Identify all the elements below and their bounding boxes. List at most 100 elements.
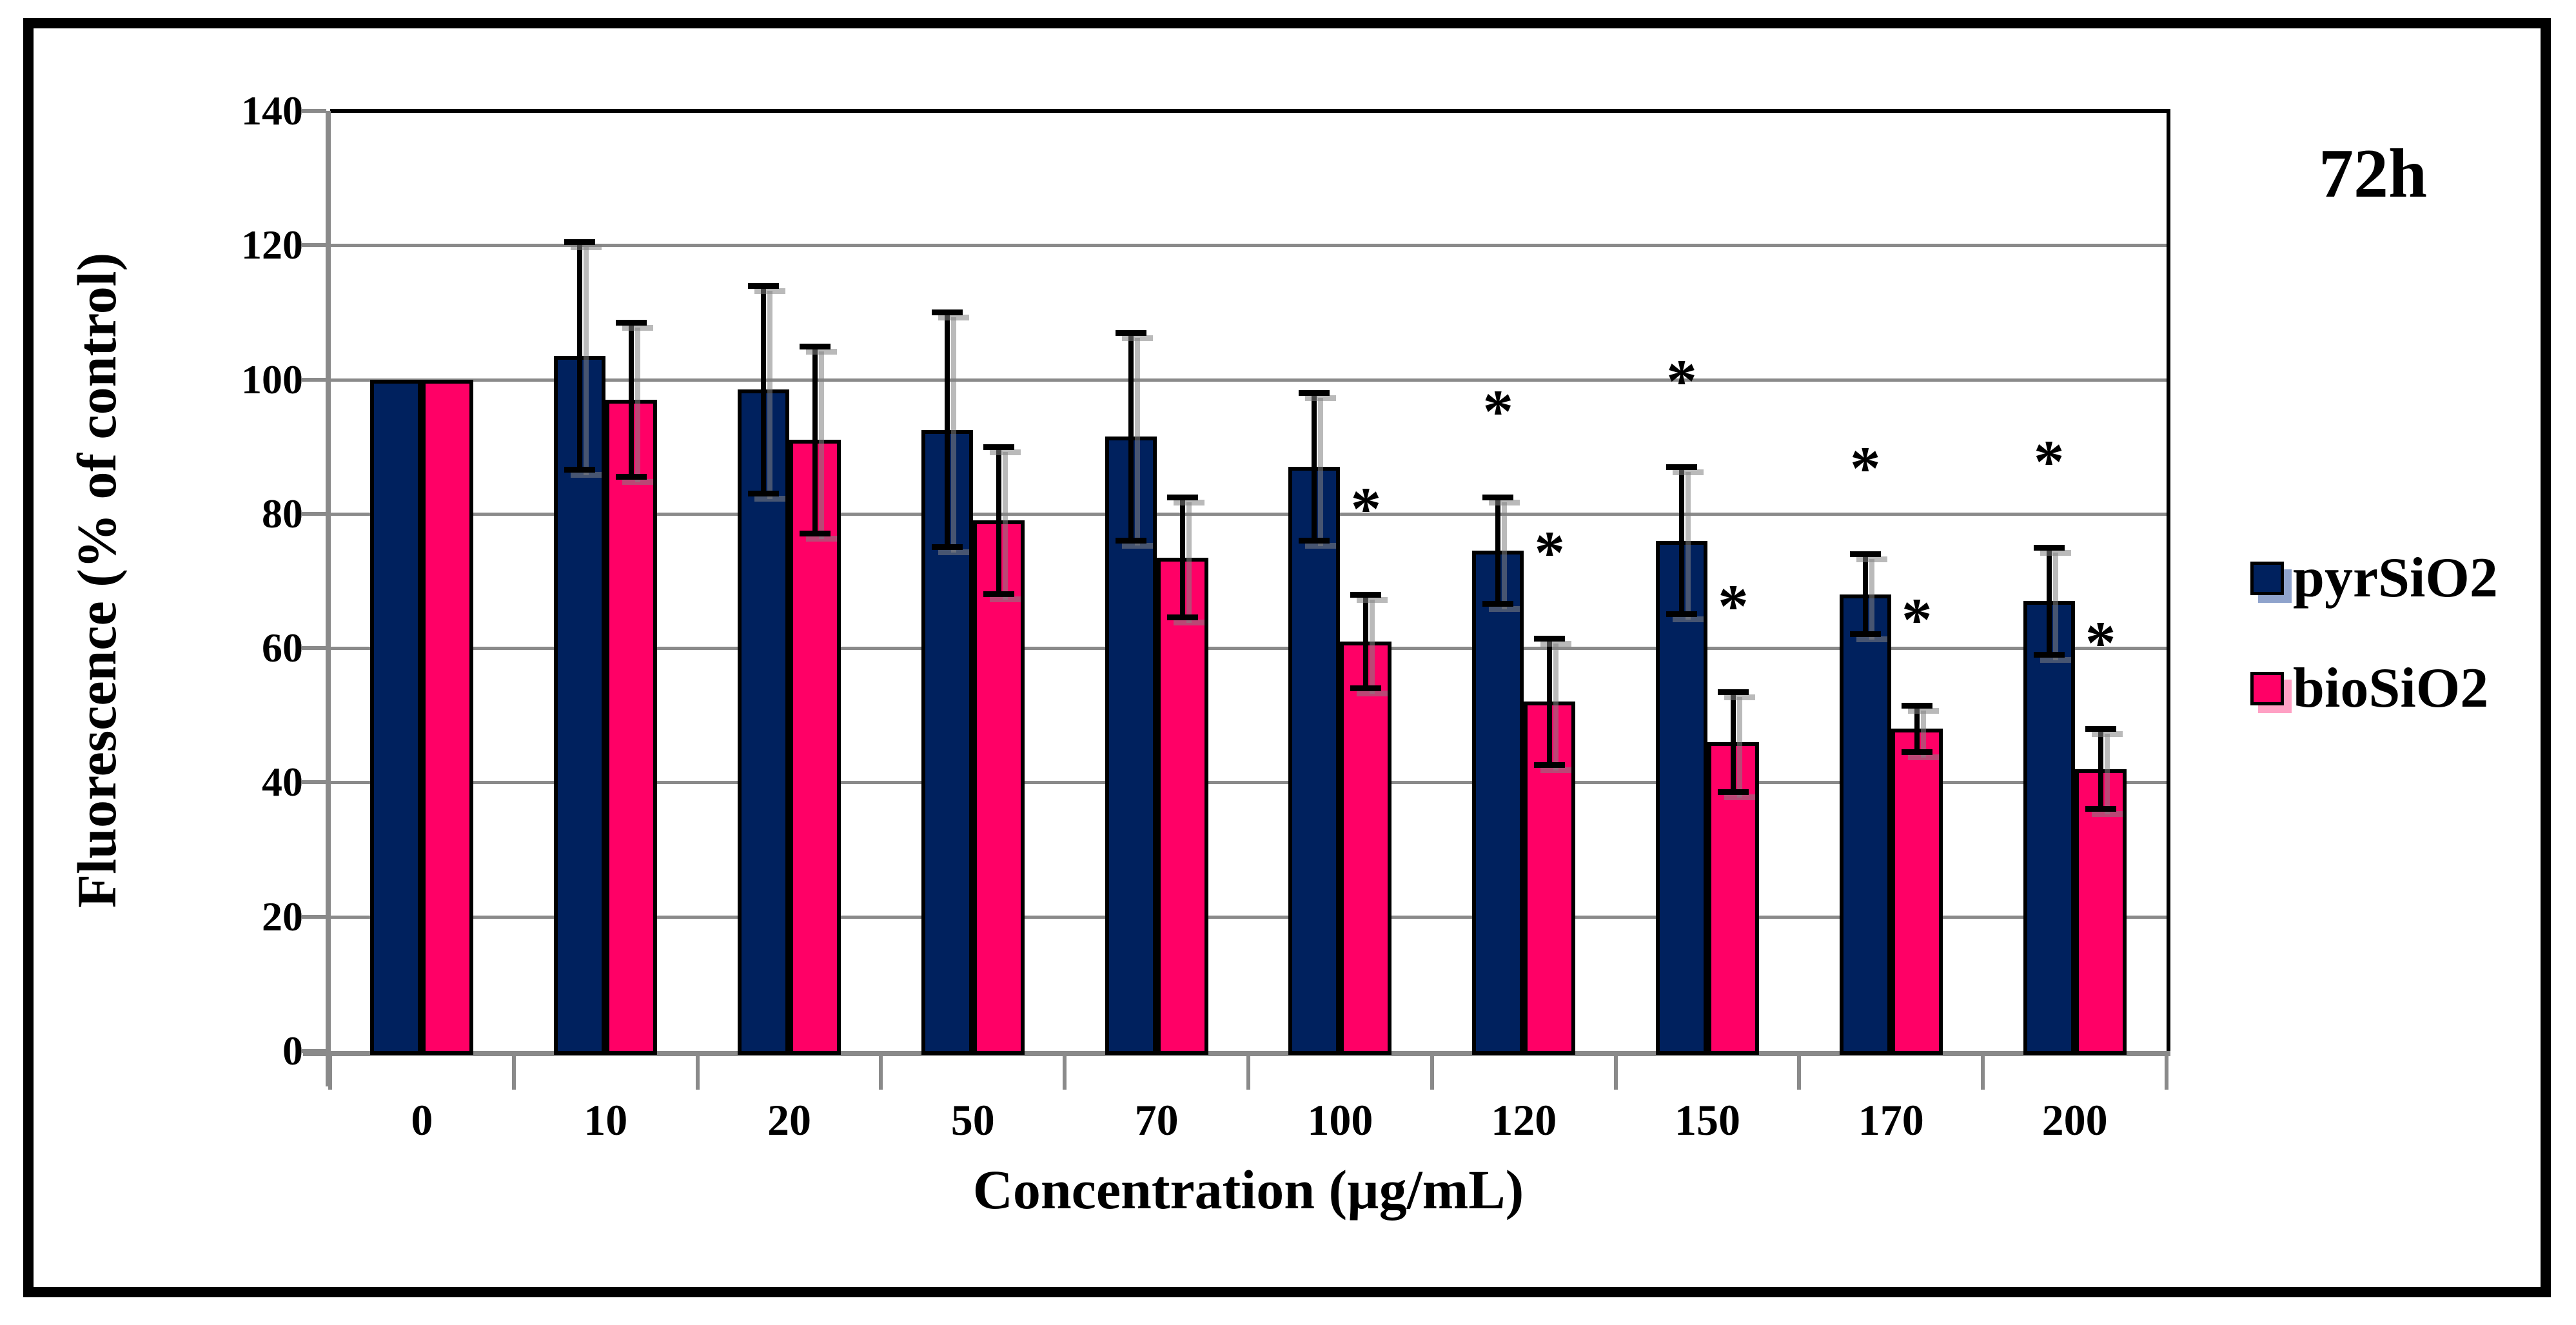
y-tick-label: 140 xyxy=(241,88,303,133)
error-bar-cap xyxy=(1115,537,1146,544)
significance-asterisk: * xyxy=(2085,609,2116,678)
error-bar-cap xyxy=(1901,749,1932,755)
x-tick xyxy=(2165,1056,2168,1090)
error-bar xyxy=(1679,466,1684,615)
y-tick-label: 20 xyxy=(262,893,303,939)
x-tick xyxy=(328,1056,332,1090)
legend-swatch-pyrSiO2 xyxy=(2250,562,2284,595)
error-bar xyxy=(1363,594,1369,689)
error-bar-cap xyxy=(1299,390,1330,397)
y-tick xyxy=(302,780,326,785)
error-bar-cap xyxy=(616,473,647,480)
legend-swatch-bioSiO2 xyxy=(2250,672,2284,705)
x-tick xyxy=(695,1056,700,1090)
error-bar-cap xyxy=(1901,702,1932,709)
significance-asterisk: * xyxy=(1850,434,1881,503)
error-bar xyxy=(761,285,766,494)
error-bar xyxy=(996,446,1001,594)
bar-pyrSiO2 xyxy=(2023,601,2075,1055)
x-tick xyxy=(1430,1056,1434,1090)
significance-asterisk: * xyxy=(1350,474,1382,543)
legend-item: bioSiO2 xyxy=(2250,655,2488,722)
error-bar-cap xyxy=(2033,651,2065,658)
error-bar xyxy=(1495,496,1501,605)
error-bar xyxy=(2098,729,2103,810)
error-bar-cap xyxy=(1115,329,1146,336)
error-bar xyxy=(629,322,634,477)
significance-asterisk: * xyxy=(1482,377,1513,446)
x-tick xyxy=(1246,1056,1250,1090)
bar-pyrSiO2 xyxy=(738,389,789,1055)
error-bar xyxy=(1731,691,1736,793)
error-bar-cap xyxy=(564,239,596,246)
error-bar-cap xyxy=(1666,464,1697,470)
gridline xyxy=(331,647,2167,651)
y-tick-label: 60 xyxy=(262,625,303,671)
error-bar-cap xyxy=(1166,494,1198,500)
error-bar-cap xyxy=(1718,689,1749,695)
error-bar-cap xyxy=(2085,726,2116,732)
error-bar-cap xyxy=(800,531,831,537)
y-tick-label: 100 xyxy=(241,356,303,402)
bar-pyrSiO2 xyxy=(1288,466,1341,1055)
x-tick xyxy=(1981,1056,1985,1090)
bar-pyrSiO2 xyxy=(1839,594,1891,1055)
error-bar xyxy=(812,346,818,535)
x-tick xyxy=(511,1056,516,1090)
error-bar-cap xyxy=(564,467,596,473)
error-bar-cap xyxy=(800,343,831,349)
error-bar-cap xyxy=(1718,789,1749,796)
y-tick-label: 80 xyxy=(262,490,303,536)
error-bar-cap xyxy=(1350,591,1382,598)
significance-asterisk: * xyxy=(2033,427,2065,496)
x-tick-label: 50 xyxy=(950,1095,995,1144)
x-tick xyxy=(1063,1056,1067,1090)
error-bar-cap xyxy=(1849,551,1881,558)
legend-item: pyrSiO2 xyxy=(2250,545,2498,612)
x-tick-label: 70 xyxy=(1134,1095,1179,1144)
bar-bioSiO2 xyxy=(1891,729,1943,1055)
error-bar xyxy=(1312,393,1317,541)
plot-top-border xyxy=(330,109,2170,113)
y-tick xyxy=(302,377,326,382)
x-tick-label: 20 xyxy=(767,1095,811,1144)
x-tick-label: 120 xyxy=(1491,1095,1557,1144)
significance-asterisk: * xyxy=(1902,585,1932,654)
bar-bioSiO2 xyxy=(605,399,658,1055)
y-tick xyxy=(302,243,326,248)
gridline xyxy=(331,244,2167,248)
error-bar xyxy=(1128,332,1134,541)
y-tick xyxy=(302,646,326,651)
error-bar-cap xyxy=(1666,611,1697,618)
legend-label: pyrSiO2 xyxy=(2293,547,2498,609)
error-bar xyxy=(1914,705,1920,752)
x-axis-line xyxy=(303,1051,2170,1056)
gridline xyxy=(331,915,2167,919)
x-tick-label: 200 xyxy=(2041,1095,2108,1144)
bar-pyrSiO2 xyxy=(554,356,606,1055)
bar-bioSiO2 xyxy=(1156,557,1208,1055)
error-bar-cap xyxy=(1534,635,1566,642)
gridline xyxy=(331,781,2167,785)
y-tick-label: 0 xyxy=(282,1028,303,1074)
bar-pyrSiO2 xyxy=(370,379,422,1055)
x-axis-title: Concentration (µg/mL) xyxy=(972,1159,1524,1221)
time-label: 72h xyxy=(2318,135,2428,212)
gridline xyxy=(331,378,2167,382)
y-axis-title: Fluorescence (% of control) xyxy=(66,252,128,908)
bar-bioSiO2 xyxy=(1340,641,1392,1055)
y-tick xyxy=(302,1049,326,1053)
error-bar-cap xyxy=(983,591,1014,597)
error-bar xyxy=(944,312,950,547)
x-tick xyxy=(1797,1056,1802,1090)
error-bar xyxy=(1862,554,1868,635)
significance-asterisk: * xyxy=(1718,571,1749,640)
bar-bioSiO2 xyxy=(972,520,1025,1055)
error-bar-cap xyxy=(2033,544,2065,551)
error-bar-cap xyxy=(1849,631,1881,638)
figure-border xyxy=(23,18,2551,1297)
x-tick-label: 0 xyxy=(411,1095,433,1144)
bar-bioSiO2 xyxy=(2074,769,2127,1055)
